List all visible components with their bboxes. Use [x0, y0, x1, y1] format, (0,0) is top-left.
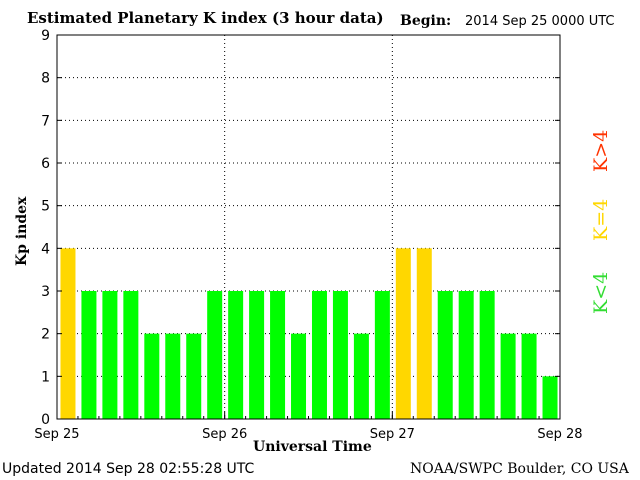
- y-tick-label: 8: [41, 71, 50, 87]
- legend-low: K<4: [590, 271, 612, 314]
- kp-bar: [479, 291, 495, 419]
- kp-bar: [521, 333, 537, 419]
- begin-label: Begin:: [400, 13, 452, 29]
- kp-bar: [500, 333, 516, 419]
- x-tick-label: Sep 25: [34, 427, 79, 442]
- kp-bar: [249, 291, 265, 419]
- x-tick-label: Sep 27: [370, 427, 415, 442]
- kp-bar: [353, 333, 369, 419]
- legend-high: K>4: [590, 129, 612, 172]
- updated-timestamp: Updated 2014 Sep 28 02:55:28 UTC: [2, 461, 255, 477]
- legend-equal: K=4: [590, 198, 612, 241]
- y-tick-label: 7: [41, 113, 50, 129]
- kp-bar: [186, 333, 202, 419]
- kp-bar: [270, 291, 286, 419]
- kp-bar: [144, 333, 160, 419]
- kp-bar: [207, 291, 223, 419]
- y-tick-label: 9: [41, 28, 50, 44]
- kp-bar: [81, 291, 97, 419]
- kp-bar: [60, 248, 76, 419]
- y-tick-label: 5: [41, 199, 50, 215]
- kp-bar: [395, 248, 411, 419]
- source-credit: NOAA/SWPC Boulder, CO USA: [410, 461, 629, 477]
- x-tick-label: Sep 26: [202, 427, 247, 442]
- chart-title: Estimated Planetary K index (3 hour data…: [27, 9, 384, 27]
- kp-bar: [291, 333, 307, 419]
- kp-bar: [458, 291, 474, 419]
- y-tick-label: 0: [41, 412, 50, 428]
- y-tick-label: 2: [41, 327, 50, 343]
- y-axis-label: Kp index: [14, 196, 30, 266]
- kp-bar: [374, 291, 390, 419]
- y-tick-label: 6: [41, 156, 50, 172]
- kp-bar: [165, 333, 181, 419]
- kp-bar: [416, 248, 432, 419]
- y-tick-label: 4: [41, 241, 50, 257]
- kp-bar: [437, 291, 453, 419]
- y-tick-label: 3: [41, 284, 50, 300]
- x-axis-label: Universal Time: [253, 439, 372, 455]
- kp-bar: [102, 291, 118, 419]
- kp-bar: [542, 376, 558, 419]
- y-tick-label: 1: [41, 369, 50, 385]
- begin-value: 2014 Sep 25 0000 UTC: [465, 14, 615, 29]
- kp-bar: [332, 291, 348, 419]
- kp-bar: [123, 291, 139, 419]
- kp-bar: [228, 291, 244, 419]
- kp-bar: [311, 291, 327, 419]
- x-tick-label: Sep 28: [537, 427, 582, 442]
